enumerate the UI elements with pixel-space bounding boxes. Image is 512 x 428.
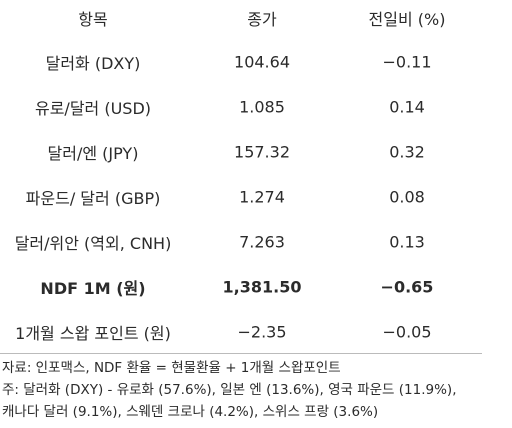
table-cell: 104.64 [234,52,290,72]
note-line: 자료: 인포맥스, NDF 환율 = 현물환율 + 1개월 스왑포인트 [2,360,341,376]
table-cell: 0.13 [389,232,425,252]
divider [0,353,482,354]
header-cell: 종가 [247,10,277,29]
header-cell: 항목 [78,10,108,29]
table-cell: −0.65 [380,277,434,297]
table-cell: 달러화 (DXY) [45,54,141,73]
table-cell: 1개월 스왑 포인트 (원) [15,324,171,343]
table-cell: 0.08 [389,187,425,207]
table-cell: 1.274 [239,187,285,207]
table-cell: 1.085 [239,97,285,117]
table-cell: −2.35 [237,322,287,342]
table-cell: 달러/위안 (역외, CNH) [14,234,172,253]
header-cell: 전일비 (%) [368,10,446,29]
table-cell: 0.14 [389,97,425,117]
table-cell: −0.11 [382,52,432,72]
table-cell: 157.32 [234,142,290,162]
table-cell: 7.263 [239,232,285,252]
note-line: 주: 달러화 (DXY) - 유로화 (57.6%), 일본 엔 (13.6%)… [2,382,457,398]
note-line: 캐나다 달러 (9.1%), 스웨덴 크로나 (4.2%), 스위스 프랑 (3… [2,404,379,420]
table-cell: 유로/달러 (USD) [34,99,152,118]
table-cell: 파운드/ 달러 (GBP) [25,189,161,208]
table-cell: −0.05 [382,322,432,342]
table-cell: 1,381.50 [222,277,302,297]
table-cell: 달러/엔 (JPY) [47,144,139,163]
table-cell: NDF 1M (원) [40,279,146,298]
table-cell: 0.32 [389,142,425,162]
